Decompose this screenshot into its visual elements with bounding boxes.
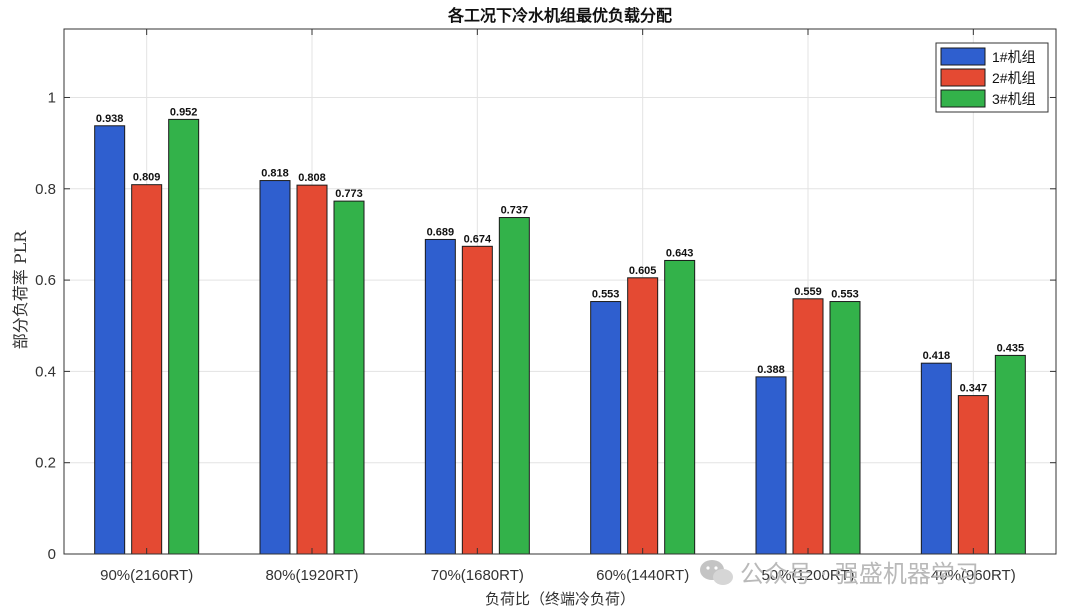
x-tick-label: 60%(1440RT) (596, 567, 689, 584)
y-tick-label: 1 (48, 89, 56, 106)
data-label: 0.737 (501, 205, 529, 217)
data-label: 0.553 (831, 289, 859, 301)
wechat-icon (700, 560, 733, 585)
bar (296, 184, 328, 555)
y-tick-label: 0.6 (35, 272, 56, 289)
watermark-text: 公众号 · 强盛机器学习 (740, 560, 979, 588)
x-axis-label: 负荷比（终端冷负荷） (485, 590, 635, 608)
bar (94, 125, 126, 555)
y-tick-label: 0 (48, 546, 56, 563)
plot-background (64, 29, 1056, 554)
bar (994, 354, 1026, 555)
bar (424, 238, 456, 555)
x-tick-label: 70%(1680RT) (431, 567, 524, 584)
legend-swatch (940, 68, 986, 87)
data-label: 0.952 (170, 106, 198, 118)
bar (792, 298, 824, 555)
bar (957, 395, 989, 555)
legend-entry: 1#机组 (992, 49, 1036, 65)
data-label: 0.809 (133, 172, 161, 184)
data-label: 0.938 (96, 113, 124, 125)
data-label: 0.689 (427, 226, 455, 238)
bar (627, 277, 659, 555)
y-tick-label: 0.8 (35, 181, 56, 198)
x-tick-label: 80%(1920RT) (265, 567, 358, 584)
x-tick-label: 50%(1200RT) (761, 567, 854, 584)
y-axis-label: 部分负荷率 PLR (11, 230, 30, 349)
legend-entry: 3#机组 (992, 91, 1036, 107)
y-tick-label: 0.2 (35, 455, 56, 472)
bar (461, 245, 493, 555)
legend-swatch (940, 89, 986, 108)
legend-swatch (940, 47, 986, 66)
bar (131, 184, 163, 555)
data-label: 0.674 (464, 233, 492, 245)
x-tick-label: 40%(960RT) (931, 567, 1016, 584)
bar (920, 362, 952, 555)
data-label: 0.388 (757, 364, 785, 376)
bar (333, 200, 365, 555)
watermark: 公众号 · 强盛机器学习 (700, 560, 979, 588)
bar (755, 376, 787, 555)
data-label: 0.773 (335, 188, 363, 200)
bar (664, 259, 696, 555)
data-label: 0.553 (592, 289, 620, 301)
data-label: 0.418 (923, 350, 951, 362)
y-tick-label: 0.4 (35, 363, 56, 380)
bar (259, 180, 291, 555)
chart-title: 各工况下冷水机组最优负载分配 (447, 6, 672, 25)
data-label: 0.559 (794, 286, 822, 298)
x-tick-label: 90%(2160RT) (100, 567, 193, 584)
bar (168, 118, 200, 555)
legend-entry: 2#机组 (992, 70, 1036, 86)
data-label: 0.808 (298, 172, 326, 184)
data-label: 0.643 (666, 247, 694, 259)
data-label: 0.818 (261, 168, 289, 180)
data-label: 0.605 (629, 265, 657, 277)
bar (829, 301, 861, 555)
bar (498, 217, 530, 555)
data-label: 0.347 (960, 383, 988, 395)
plot-area: 0.938 0.809 0.952 90%(2160RT) 0.818 0.808 0.77… (35, 28, 1057, 584)
bar (590, 301, 622, 555)
data-label: 0.435 (997, 342, 1025, 354)
legend: 1#机组 2#机组 3#机组 (935, 42, 1049, 113)
axes-box (63, 28, 1057, 555)
